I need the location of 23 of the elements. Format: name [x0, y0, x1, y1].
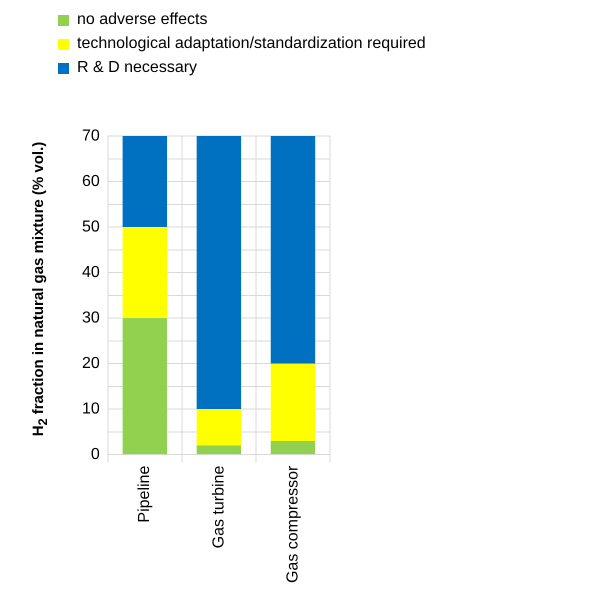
bar [122, 318, 168, 454]
y-tick-label: 10 [82, 400, 100, 418]
bar [196, 136, 242, 410]
bar [196, 446, 242, 454]
y-tick-label: 50 [82, 218, 100, 236]
x-tick-label: Gas compressor [284, 464, 302, 584]
y-tick-label: 0 [90, 446, 100, 464]
bar [196, 409, 242, 446]
y-tick-label: 60 [82, 172, 100, 190]
y-tick-label: 30 [82, 309, 100, 326]
y-tick-label: 20 [82, 355, 100, 372]
x-tick-label: Pipeline [136, 466, 154, 523]
bar [270, 440, 316, 454]
bar [270, 364, 316, 441]
x-tick-label: Gas turbine [210, 466, 228, 548]
y-tick-label: 70 [82, 127, 100, 144]
y-tick-label: 40 [82, 264, 100, 281]
bar [270, 136, 316, 364]
bar [122, 136, 168, 228]
legend-label: technological adaptation/standardization required [77, 35, 426, 53]
legend-label: no adverse effects [77, 11, 208, 29]
bar [122, 227, 168, 318]
legend-label: R & D necessary [77, 59, 198, 77]
